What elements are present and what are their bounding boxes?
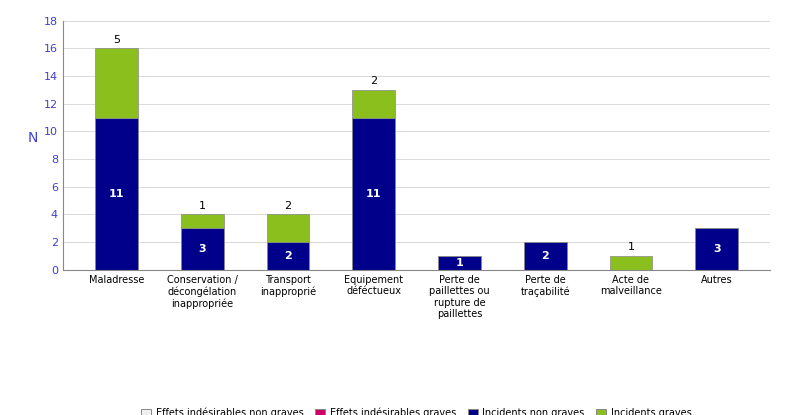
Bar — [352, 90, 395, 117]
Bar — [266, 242, 310, 270]
Text: 1: 1 — [456, 258, 463, 268]
Text: 2: 2 — [370, 76, 377, 86]
Text: 11: 11 — [108, 189, 124, 199]
Bar — [95, 49, 138, 117]
Bar — [696, 228, 738, 270]
Text: 3: 3 — [713, 244, 721, 254]
Bar — [181, 228, 224, 270]
Legend: Effets indésirables non graves, Effets indésirables graves, Incidents non graves: Effets indésirables non graves, Effets i… — [138, 404, 696, 415]
Bar — [352, 117, 395, 270]
Text: 3: 3 — [198, 244, 206, 254]
Text: 2: 2 — [542, 251, 549, 261]
Bar — [609, 256, 652, 270]
Text: 2: 2 — [284, 251, 292, 261]
Text: 5: 5 — [113, 35, 120, 45]
Bar — [438, 256, 481, 270]
Y-axis label: N: N — [28, 131, 38, 145]
Text: 1: 1 — [627, 242, 634, 252]
Bar — [523, 242, 567, 270]
Bar — [181, 215, 224, 228]
Bar — [95, 117, 138, 270]
Bar — [266, 215, 310, 242]
Text: 1: 1 — [199, 201, 206, 211]
Text: 11: 11 — [366, 189, 381, 199]
Text: 2: 2 — [285, 201, 292, 211]
